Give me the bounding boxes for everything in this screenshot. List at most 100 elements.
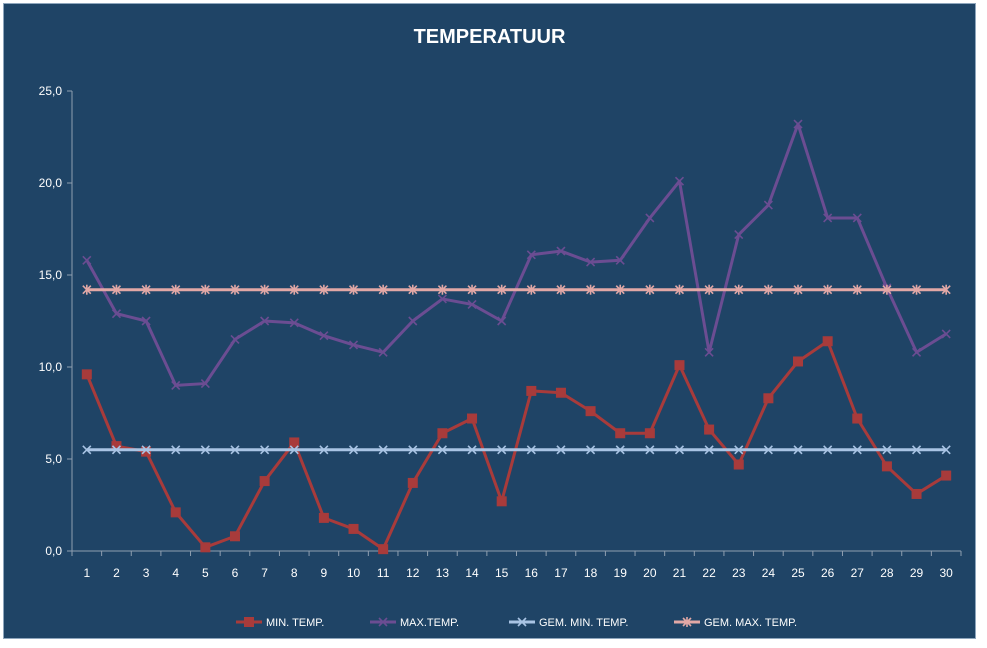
- series-0-point: [141, 446, 152, 457]
- series-2-point: [704, 445, 714, 455]
- series-0-point: [289, 437, 300, 448]
- series-1-point: [497, 316, 507, 326]
- x-tick-label: 20: [643, 566, 657, 580]
- series-3-point: [586, 284, 596, 295]
- series-3-point: [141, 284, 151, 295]
- series-2-point: [467, 445, 477, 455]
- series-1-point: [556, 246, 566, 256]
- series-2-point: [408, 445, 418, 455]
- series-1-point: [260, 316, 270, 326]
- chart-title: TEMPERATUUR: [413, 26, 566, 48]
- series-2-point: [378, 445, 388, 455]
- x-tick-label: 26: [821, 566, 835, 580]
- series-2-point: [260, 445, 270, 455]
- legend-label-0: MIN. TEMP.: [266, 617, 324, 629]
- x-tick-label: 16: [525, 566, 539, 580]
- series-0-point: [81, 369, 92, 380]
- series-3-point: [852, 284, 862, 295]
- series-2-point: [200, 445, 210, 455]
- x-tick-label: 24: [762, 566, 776, 580]
- x-tick-label: 3: [143, 566, 150, 580]
- series-3-point: [763, 284, 773, 295]
- series-3-point: [556, 284, 566, 295]
- x-tick-label: 9: [321, 566, 328, 580]
- series-1-point: [408, 316, 418, 326]
- series-3-point: [230, 284, 240, 295]
- series-3-point: [437, 284, 447, 295]
- series-1-point: [852, 213, 862, 223]
- series-0-point: [615, 428, 626, 439]
- series-1-point: [111, 309, 122, 319]
- series-1-point: [437, 294, 447, 304]
- series-3-point: [82, 284, 92, 295]
- series-3-point: [882, 284, 892, 295]
- series-3-point: [111, 284, 122, 295]
- legend-marker-0: [244, 617, 254, 627]
- series-2-point: [823, 445, 833, 455]
- series-1-point: [319, 331, 329, 341]
- x-tick-label: 13: [436, 566, 450, 580]
- y-tick-label: 20,0: [39, 176, 63, 190]
- series-0-point: [585, 406, 596, 417]
- series-1-point: [200, 378, 210, 389]
- series-3-point: [378, 284, 388, 295]
- x-tick-label: 6: [232, 566, 239, 580]
- series-0-point: [378, 544, 389, 555]
- series-3-point: [260, 284, 270, 295]
- series-0-point: [763, 393, 774, 404]
- x-tick-label: 14: [465, 566, 479, 580]
- x-tick-label: 17: [554, 566, 568, 580]
- legend-label-1: MAX.TEMP.: [400, 617, 459, 629]
- x-tick-label: 15: [495, 566, 509, 580]
- series-2-point: [556, 445, 566, 455]
- series-1-point: [467, 299, 477, 310]
- x-tick-label: 28: [880, 566, 894, 580]
- series-3-point: [615, 284, 625, 295]
- series-0-point: [318, 512, 329, 523]
- series-2-point: [882, 445, 892, 455]
- series-2-point: [82, 445, 92, 455]
- x-tick-label: 30: [940, 566, 954, 580]
- y-tick-label: 5,0: [45, 452, 62, 466]
- series-0-point: [674, 360, 685, 371]
- series-0-point: [941, 470, 952, 481]
- series-1-point: [230, 334, 240, 344]
- series-2-point: [852, 445, 862, 455]
- y-tick-label: 25,0: [39, 84, 63, 98]
- series-1-point: [941, 329, 951, 339]
- series-3-point: [348, 284, 359, 295]
- series-3-point: [734, 284, 744, 295]
- series-0-point: [822, 336, 833, 347]
- series-2-point: [230, 445, 240, 455]
- series-2-point: [526, 445, 536, 455]
- series-2-point: [615, 445, 625, 455]
- series-1-point: [793, 119, 803, 129]
- series-3-point: [645, 284, 655, 295]
- series-0-point: [793, 356, 804, 367]
- series-3-point: [526, 284, 536, 295]
- series-1-point: [674, 176, 685, 186]
- series-1-point: [82, 255, 92, 265]
- series-3-point: [793, 284, 803, 295]
- x-tick-label: 18: [584, 566, 598, 580]
- series-2-point: [289, 445, 299, 455]
- series-line-0: [85, 339, 947, 551]
- series-2-point: [319, 445, 329, 455]
- series-0-point: [496, 496, 507, 507]
- y-tick-label: 10,0: [39, 360, 63, 374]
- series-2-point: [111, 445, 122, 455]
- series-2-point: [793, 445, 803, 455]
- series-0-point: [526, 385, 537, 396]
- series-2-point: [734, 445, 744, 455]
- series-3-point: [497, 284, 507, 295]
- x-tick-label: 19: [614, 566, 628, 580]
- x-tick-label: 12: [406, 566, 420, 580]
- legend-marker-1: [378, 617, 388, 627]
- x-tick-label: 23: [732, 566, 746, 580]
- y-tick-label: 0,0: [45, 544, 62, 558]
- series-1-point: [615, 255, 625, 265]
- series-1-point: [911, 347, 922, 357]
- series-3-point: [200, 284, 210, 295]
- series-1-point: [823, 213, 833, 223]
